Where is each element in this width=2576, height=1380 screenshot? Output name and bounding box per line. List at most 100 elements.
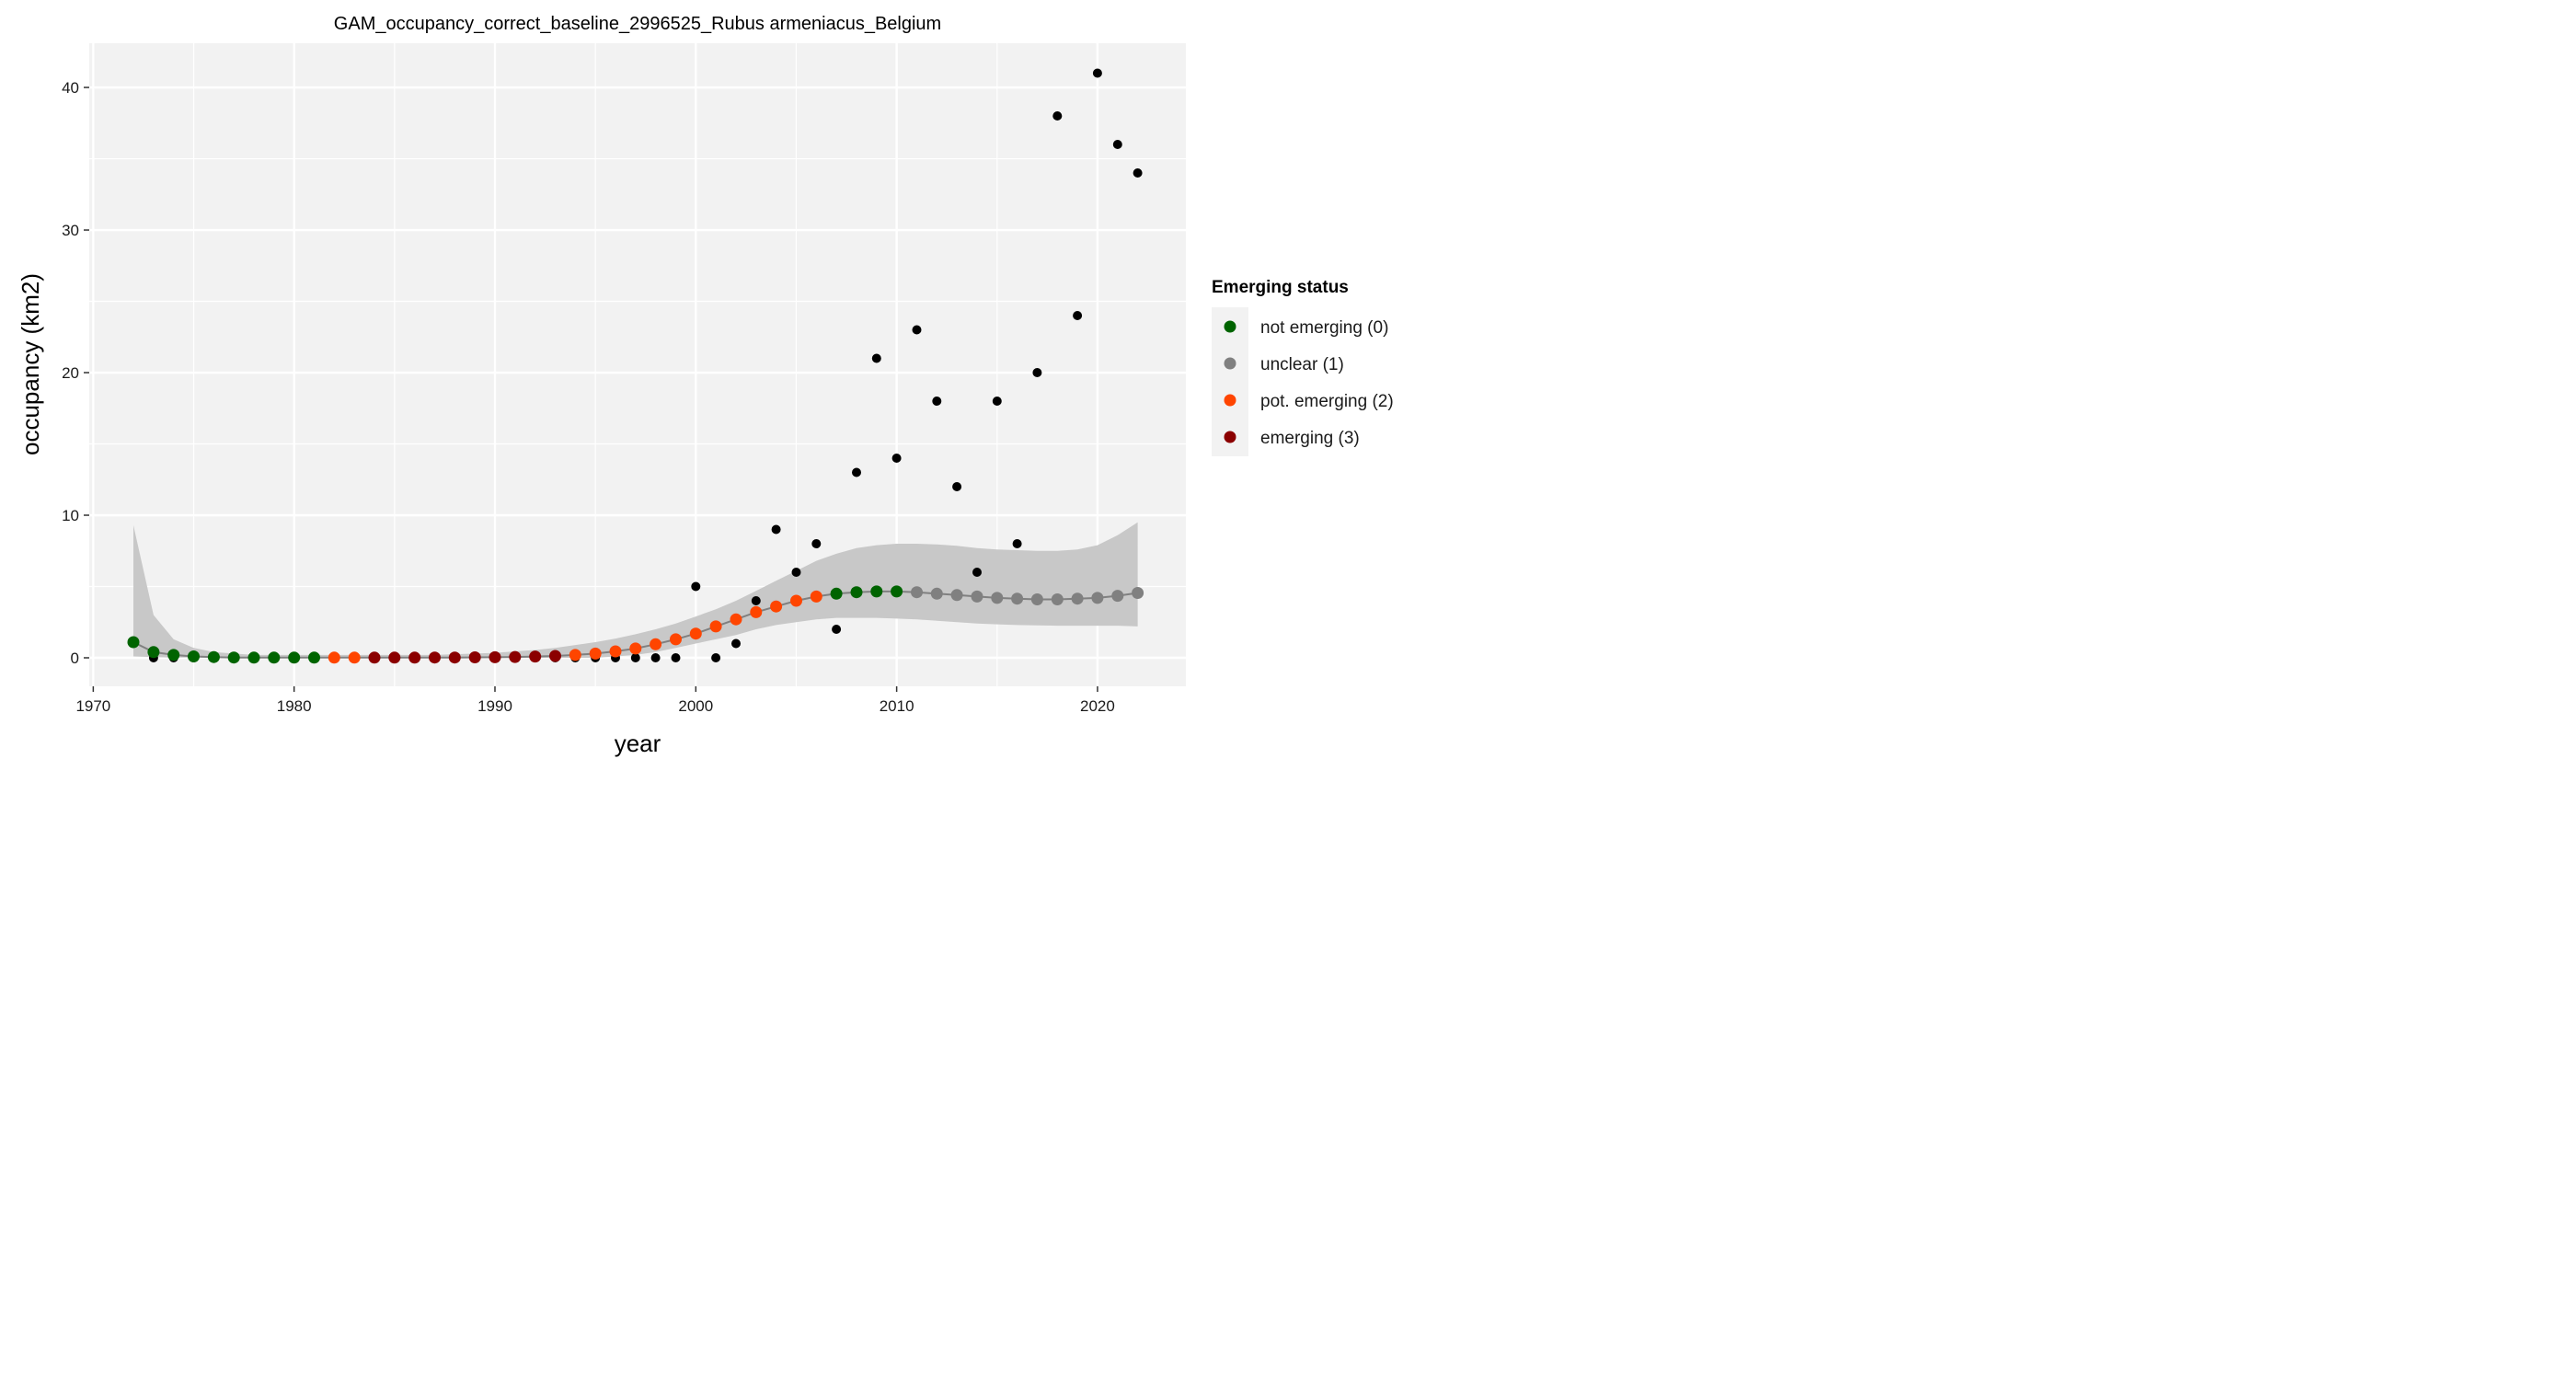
fitted-point xyxy=(288,651,301,664)
legend-item-unclear: unclear (1) xyxy=(1224,355,1344,374)
fitted-point xyxy=(408,651,421,664)
fitted-point xyxy=(529,650,542,663)
observed-point xyxy=(630,653,640,662)
x-axis: 1970 1980 1990 2000 2010 2020 xyxy=(75,686,1115,715)
observed-point xyxy=(992,397,1002,406)
fitted-point xyxy=(509,650,522,663)
fitted-point xyxy=(1030,593,1043,605)
fitted-point xyxy=(188,650,200,662)
fitted-point xyxy=(950,589,963,602)
confidence-band-area xyxy=(133,522,1138,658)
fitted-point xyxy=(650,638,662,650)
observed-point xyxy=(711,653,721,662)
legend-label-not-emerging: not emerging (0) xyxy=(1260,318,1388,338)
legend-key-pot-emerging xyxy=(1224,394,1236,407)
observed-point xyxy=(871,353,881,363)
fitted-point xyxy=(750,605,763,618)
legend-label-emerging: emerging (3) xyxy=(1260,429,1360,448)
y-tick-label: 40 xyxy=(62,79,79,97)
fitted-point xyxy=(1011,592,1024,605)
observed-point xyxy=(1133,168,1143,178)
legend-title: Emerging status xyxy=(1212,278,1349,297)
fitted-point xyxy=(1132,587,1144,599)
fitted-point xyxy=(730,613,742,626)
fitted-point xyxy=(348,651,361,664)
fitted-point xyxy=(308,651,320,664)
x-tick-label: 2020 xyxy=(1080,697,1115,715)
fitted-point xyxy=(629,642,642,655)
chart: GAM_occupancy_correct_baseline_2996525_R… xyxy=(0,0,1425,764)
observed-point xyxy=(1052,111,1063,121)
x-tick-label: 1970 xyxy=(75,697,110,715)
fitted-point xyxy=(207,650,220,663)
observed-point xyxy=(691,581,701,592)
observed-point xyxy=(1112,140,1122,149)
y-tick-label: 0 xyxy=(71,650,79,667)
fitted-point xyxy=(1051,593,1064,605)
legend-item-emerging: emerging (3) xyxy=(1224,429,1360,448)
legend-key-unclear xyxy=(1224,357,1236,370)
y-tick-label: 30 xyxy=(62,222,79,239)
observed-point xyxy=(1012,539,1022,548)
y-axis-title: occupancy (km2) xyxy=(17,273,44,455)
fitted-point xyxy=(368,651,381,664)
fitted-points xyxy=(127,585,1144,664)
observed-point xyxy=(952,482,962,491)
fitted-point xyxy=(328,651,340,664)
fitted-point xyxy=(971,590,983,603)
observed-point xyxy=(1032,368,1042,377)
confidence-band xyxy=(133,522,1138,658)
fitted-point xyxy=(870,585,883,598)
fitted-point xyxy=(790,594,802,607)
fitted-point xyxy=(1091,592,1104,604)
observed-point xyxy=(751,596,761,605)
legend: Emerging status not emerging (0) unclear… xyxy=(1212,278,1394,456)
observed-point xyxy=(891,454,902,463)
x-tick-label: 2000 xyxy=(678,697,713,715)
legend-key-emerging xyxy=(1224,431,1236,443)
y-tick-label: 10 xyxy=(62,507,79,524)
fitted-point xyxy=(770,600,783,613)
x-tick-label: 1980 xyxy=(277,697,312,715)
y-axis: 0 10 20 30 40 xyxy=(62,79,89,667)
fitted-point xyxy=(388,651,401,664)
fitted-point xyxy=(891,585,903,598)
fitted-point xyxy=(911,586,923,599)
observed-point xyxy=(650,653,661,662)
observed-point xyxy=(1092,68,1102,78)
fitted-point xyxy=(670,633,682,646)
fitted-point xyxy=(167,649,180,661)
fitted-point xyxy=(549,650,561,662)
observed-point xyxy=(791,568,801,577)
fitted-point xyxy=(448,651,461,664)
fitted-point xyxy=(689,627,702,640)
fitted-point xyxy=(468,651,481,663)
legend-label-unclear: unclear (1) xyxy=(1260,355,1344,374)
fitted-point xyxy=(1111,590,1124,603)
fitted-point xyxy=(569,649,581,661)
observed-point xyxy=(771,524,781,535)
observed-point xyxy=(932,397,942,406)
fitted-point xyxy=(247,651,260,664)
observed-point xyxy=(832,625,842,634)
fitted-point xyxy=(991,592,1004,604)
fitted-point xyxy=(830,587,843,600)
fitted-point xyxy=(127,636,140,649)
fitted-point xyxy=(147,646,160,659)
fitted-point xyxy=(609,645,622,658)
x-axis-title: year xyxy=(615,730,661,757)
legend-item-pot-emerging: pot. emerging (2) xyxy=(1224,392,1394,411)
legend-item-not-emerging: not emerging (0) xyxy=(1224,318,1388,338)
legend-key-not-emerging xyxy=(1224,320,1236,333)
fitted-point xyxy=(589,647,602,660)
fitted-point xyxy=(429,651,441,664)
chart-title: GAM_occupancy_correct_baseline_2996525_R… xyxy=(334,14,941,34)
observed-point xyxy=(852,467,861,477)
fitted-point xyxy=(930,587,943,600)
observed-point xyxy=(912,325,922,335)
fitted-point xyxy=(1071,592,1084,605)
fitted-point xyxy=(810,590,822,603)
observed-point xyxy=(811,539,822,548)
observed-point xyxy=(671,653,681,662)
fitted-point xyxy=(850,586,863,599)
